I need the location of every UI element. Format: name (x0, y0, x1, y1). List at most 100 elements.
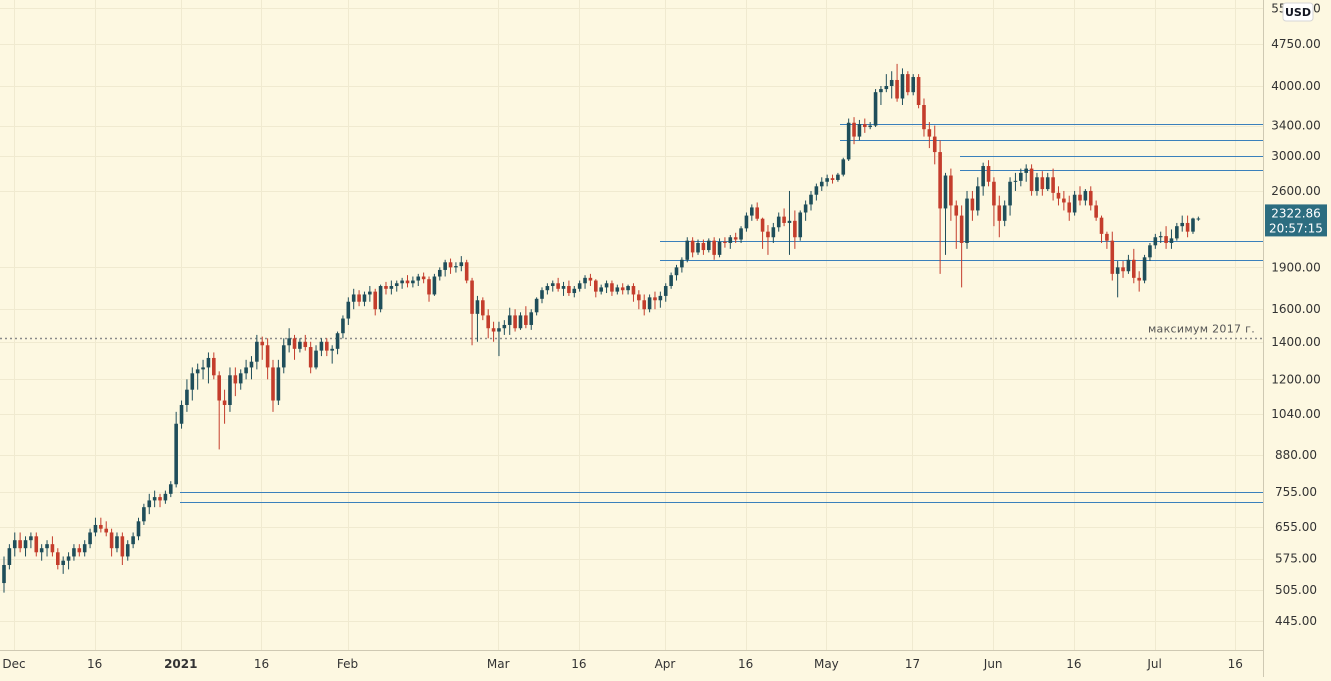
candle (674, 264, 679, 281)
candle (588, 273, 593, 287)
candle (803, 200, 808, 221)
candle (82, 540, 87, 557)
candle (577, 280, 582, 292)
price-tick-label: 655.00 (1275, 520, 1317, 534)
candle (610, 280, 614, 296)
candle (1105, 231, 1109, 249)
price-axis[interactable]: 445.00 505.00 575.00 655.00 755.00 880.00 1040… (1271, 1, 1321, 628)
candle (1132, 248, 1136, 284)
candle (72, 544, 76, 561)
candle (825, 174, 829, 187)
candle (185, 379, 189, 412)
candle (421, 272, 426, 284)
candle (2, 556, 6, 593)
candle (733, 232, 738, 243)
currency-button[interactable]: USD (1282, 2, 1314, 22)
candle (228, 367, 232, 412)
candle (255, 334, 259, 370)
candle (744, 212, 749, 232)
candle (1164, 226, 1168, 249)
candle (809, 190, 813, 211)
candle (39, 544, 44, 561)
candle (1083, 189, 1088, 206)
candle (18, 532, 22, 553)
candle (163, 490, 168, 504)
candle (556, 277, 560, 292)
candle (663, 283, 668, 302)
candle (631, 283, 636, 302)
price-tick-label: 2600.00 (1271, 184, 1321, 198)
candle (997, 195, 1002, 238)
candle (1078, 186, 1082, 206)
candle (427, 276, 431, 302)
time-tick-label: 16 (738, 657, 753, 671)
price-tick-label: 1900.00 (1271, 260, 1321, 274)
candle (416, 273, 421, 287)
candle (136, 517, 141, 541)
candle (1056, 186, 1061, 206)
candle (857, 119, 862, 141)
candle (696, 239, 700, 255)
candle (567, 280, 571, 296)
candle (529, 309, 534, 330)
candle (846, 118, 851, 162)
candle (1024, 164, 1028, 182)
candle (303, 334, 308, 351)
candle (1137, 271, 1141, 292)
candle (583, 275, 587, 289)
candle (1045, 172, 1050, 191)
candle (685, 237, 690, 263)
candle (599, 284, 603, 295)
candle (932, 125, 937, 165)
candle (378, 284, 383, 313)
candle (572, 286, 577, 298)
candle (1115, 261, 1120, 298)
candle (475, 295, 480, 342)
grid (0, 0, 1263, 650)
time-axis[interactable]: Dec 16 2021 16 Feb Mar 16 Apr 16 May 17 Jun 16 Jul 16 (2, 657, 1243, 671)
candle (464, 259, 469, 284)
candle (1035, 172, 1039, 196)
candle (66, 552, 71, 570)
candle (1008, 177, 1012, 216)
candle (954, 200, 959, 249)
candle (975, 177, 980, 216)
candle (437, 267, 442, 281)
candle (1072, 190, 1077, 216)
candle (384, 281, 388, 295)
candle (1099, 215, 1104, 243)
candle (760, 217, 765, 249)
candle (325, 338, 329, 357)
candle (550, 280, 555, 292)
price-tick-label: 1200.00 (1271, 372, 1321, 386)
candle (120, 532, 125, 565)
candle (1191, 217, 1195, 234)
annotation-label: максимум 2017 г. (1148, 323, 1255, 336)
candle (142, 503, 146, 525)
candle (1051, 168, 1055, 201)
time-tick-label: Dec (2, 657, 25, 671)
time-tick-label: Jul (1146, 657, 1161, 671)
candle (314, 345, 318, 370)
candle (776, 212, 781, 232)
candle (12, 532, 17, 557)
candle (1002, 200, 1007, 227)
candle (7, 544, 12, 570)
candle (723, 237, 727, 248)
candle (604, 280, 609, 294)
last-price-value: 2322.86 (1271, 206, 1321, 220)
candle (927, 122, 932, 149)
candle (1110, 231, 1115, 281)
candle (1196, 216, 1201, 221)
candle (959, 205, 964, 288)
candle (217, 371, 221, 450)
candle (443, 259, 447, 277)
candle (841, 157, 846, 177)
candle (766, 225, 770, 255)
candle (922, 98, 926, 137)
price-tick-label: 3400.00 (1271, 119, 1321, 133)
time-tick-label: May (814, 657, 839, 671)
candle (873, 89, 878, 128)
